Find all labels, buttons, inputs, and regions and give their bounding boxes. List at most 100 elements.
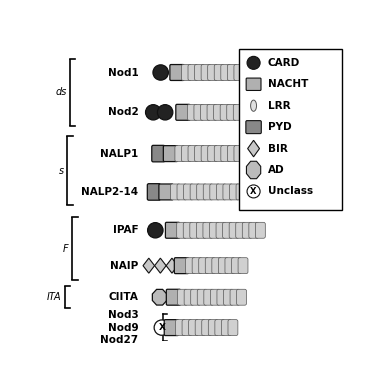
Text: IPAF: IPAF [113,225,138,235]
Circle shape [146,105,161,120]
FancyBboxPatch shape [208,146,218,162]
Text: Nod2: Nod2 [108,107,138,117]
FancyBboxPatch shape [184,289,194,305]
FancyBboxPatch shape [178,289,187,305]
FancyBboxPatch shape [210,289,220,305]
FancyBboxPatch shape [195,65,205,80]
FancyBboxPatch shape [234,146,244,162]
Polygon shape [155,258,166,273]
FancyBboxPatch shape [253,104,263,120]
FancyBboxPatch shape [163,146,178,162]
FancyBboxPatch shape [196,222,206,238]
Text: CIITA: CIITA [108,292,138,302]
FancyBboxPatch shape [188,65,198,80]
Text: X: X [250,187,257,196]
FancyBboxPatch shape [182,320,192,336]
FancyBboxPatch shape [170,65,184,80]
Circle shape [247,56,260,69]
FancyBboxPatch shape [237,289,247,305]
FancyBboxPatch shape [254,146,264,162]
FancyBboxPatch shape [192,258,202,273]
FancyBboxPatch shape [191,289,201,305]
FancyBboxPatch shape [229,222,239,238]
FancyBboxPatch shape [228,320,238,336]
FancyBboxPatch shape [195,320,205,336]
FancyBboxPatch shape [260,65,270,80]
Polygon shape [246,161,261,179]
FancyBboxPatch shape [210,184,220,200]
FancyBboxPatch shape [233,104,243,120]
FancyBboxPatch shape [202,320,212,336]
FancyBboxPatch shape [182,146,192,162]
FancyBboxPatch shape [231,258,241,273]
FancyBboxPatch shape [247,65,257,80]
FancyBboxPatch shape [188,146,198,162]
FancyBboxPatch shape [215,320,225,336]
FancyBboxPatch shape [197,289,207,305]
Text: X: X [158,323,165,332]
FancyBboxPatch shape [260,104,269,120]
FancyBboxPatch shape [147,184,160,200]
FancyBboxPatch shape [194,104,204,120]
FancyBboxPatch shape [242,222,252,238]
Polygon shape [143,258,155,273]
FancyBboxPatch shape [260,146,270,162]
FancyBboxPatch shape [189,320,198,336]
Ellipse shape [250,100,257,111]
FancyBboxPatch shape [203,184,213,200]
FancyBboxPatch shape [249,222,259,238]
Text: Unclass: Unclass [267,187,313,196]
Circle shape [249,146,264,161]
FancyBboxPatch shape [246,78,261,90]
FancyBboxPatch shape [212,258,222,273]
Circle shape [147,223,163,238]
FancyBboxPatch shape [201,104,210,120]
FancyBboxPatch shape [214,65,224,80]
FancyBboxPatch shape [175,320,185,336]
FancyBboxPatch shape [175,146,185,162]
FancyBboxPatch shape [170,184,180,200]
FancyBboxPatch shape [187,104,197,120]
FancyBboxPatch shape [165,222,180,238]
FancyBboxPatch shape [230,289,240,305]
FancyBboxPatch shape [262,184,272,200]
Circle shape [157,105,173,120]
FancyBboxPatch shape [208,320,218,336]
Text: s: s [59,165,64,175]
Polygon shape [248,140,260,157]
FancyBboxPatch shape [182,65,192,80]
FancyBboxPatch shape [242,184,252,200]
FancyBboxPatch shape [177,222,187,238]
FancyBboxPatch shape [221,65,231,80]
Circle shape [154,320,170,335]
FancyBboxPatch shape [164,320,178,336]
Text: ds: ds [55,87,67,97]
FancyBboxPatch shape [217,289,227,305]
FancyBboxPatch shape [159,184,173,200]
Text: Nod3
Nod9
Nod27: Nod3 Nod9 Nod27 [100,310,138,345]
FancyBboxPatch shape [176,104,190,120]
FancyBboxPatch shape [241,146,250,162]
FancyBboxPatch shape [201,146,211,162]
FancyBboxPatch shape [234,65,244,80]
FancyBboxPatch shape [190,222,200,238]
FancyBboxPatch shape [166,289,180,305]
Text: AD: AD [267,165,284,175]
FancyBboxPatch shape [205,258,215,273]
FancyBboxPatch shape [223,222,232,238]
FancyBboxPatch shape [174,258,188,273]
FancyBboxPatch shape [207,104,217,120]
FancyBboxPatch shape [208,65,218,80]
Text: PYD: PYD [267,122,291,132]
FancyBboxPatch shape [227,104,237,120]
FancyBboxPatch shape [177,184,187,200]
FancyBboxPatch shape [224,289,233,305]
Text: NALP2-14: NALP2-14 [81,187,138,197]
FancyBboxPatch shape [246,121,261,134]
FancyBboxPatch shape [223,184,233,200]
FancyBboxPatch shape [247,146,257,162]
Circle shape [247,185,260,198]
FancyBboxPatch shape [220,104,230,120]
Text: CARD: CARD [267,58,300,68]
FancyBboxPatch shape [255,222,265,238]
